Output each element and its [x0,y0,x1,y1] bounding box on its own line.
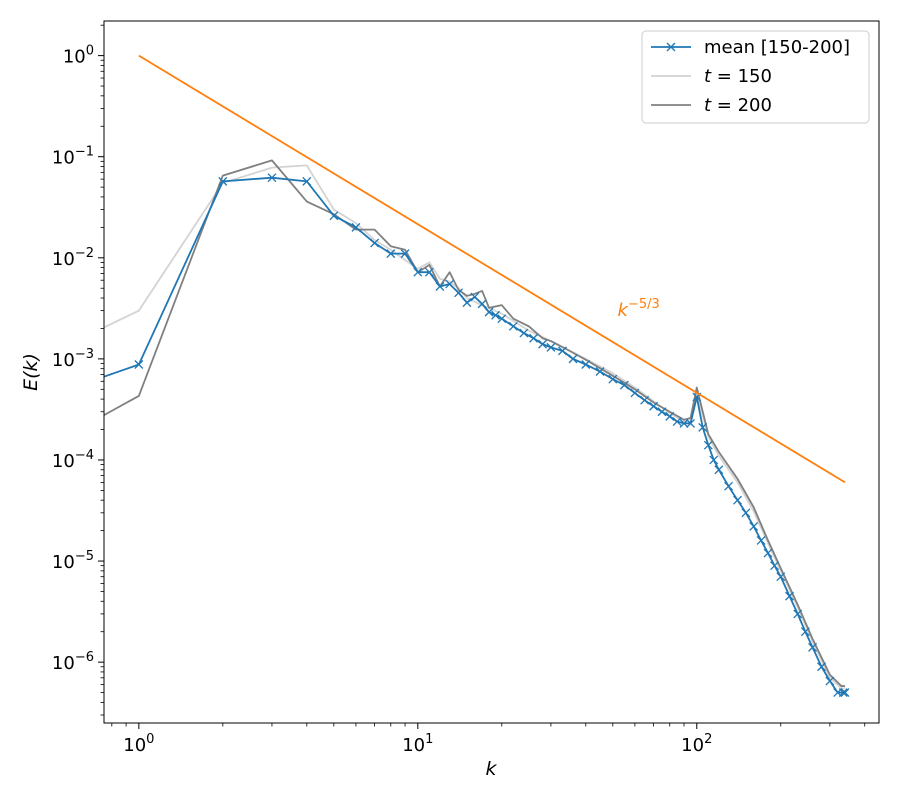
series-layer [51,54,850,698]
data-point-marker [462,298,472,308]
data-point-marker [665,411,675,421]
data-point-marker [608,374,618,384]
data-point-marker [386,249,396,259]
data-point-marker [698,422,708,432]
data-point-marker [484,307,494,317]
legend-marker [666,42,676,52]
data-point-marker [546,342,556,352]
data-point-marker [400,249,410,259]
data-point-marker [497,314,507,324]
y-tick-label: 10−3 [52,347,94,371]
data-point-marker [793,609,803,619]
data-point-marker [800,627,810,637]
data-point-marker [595,367,605,376]
plot-frame [103,20,880,724]
data-point-marker [470,292,480,302]
data-point-marker [351,222,361,232]
data-point-marker [558,346,567,356]
x-tick-label: 101 [402,732,433,756]
data-point-marker [413,267,423,277]
series-line-k-5-3 [138,54,846,484]
legend-label: mean [150-200] [704,37,850,58]
data-point-marker [329,211,339,221]
data-point-marker [817,662,826,672]
data-point-marker [709,455,719,465]
data-point-marker [808,642,817,652]
data-point-marker [477,299,487,309]
data-point-marker [640,395,650,405]
data-point-marker [686,418,696,428]
data-point-marker [770,561,779,571]
data-point-marker [508,321,518,331]
data-point-marker [679,418,689,428]
data-point-marker [302,176,312,186]
data-point-marker [435,282,445,291]
data-point-marker [445,279,455,289]
data-point-marker [454,288,464,298]
y-tick-label: 10−1 [52,145,94,169]
data-point-marker [703,440,713,450]
data-point-marker [538,339,548,349]
data-point-marker [529,333,539,343]
x-tick-label: 100 [123,732,154,756]
data-point-marker [491,310,501,320]
slope-annotation: k−5/3 [618,297,660,321]
data-point-marker [657,407,667,417]
data-point-marker [218,176,228,186]
data-point-marker [756,535,766,545]
y-tick-label: 10−2 [52,246,94,270]
data-point-marker [630,388,640,398]
data-point-marker [714,465,724,475]
data-point-marker [134,360,144,369]
data-point-marker [519,328,529,338]
data-point-marker [763,548,773,558]
data-point-marker [741,508,751,518]
data-point-marker [51,390,59,398]
data-point-marker [581,360,591,369]
data-point-marker [785,591,794,601]
legend-label: t = 150 [704,66,772,87]
y-tick-label: 10−4 [52,448,94,472]
data-point-marker [733,495,743,505]
data-point-marker [724,481,734,491]
series-line-t-200 [104,159,846,687]
data-point-marker [825,676,835,686]
x-axis-label: k [485,758,497,780]
legend: mean [150-200] t = 150 t = 200 [641,30,870,124]
data-point-marker [267,173,277,183]
legend-label: t = 200 [704,95,772,116]
series-line-mean-150-200 [104,176,846,694]
ticks-layer: 100 101 102 100 10−1 10−2 10−3 10−4 10−5 10−6 [52,24,866,756]
data-point-marker [649,401,659,411]
y-tick-label: 10−6 [52,650,94,674]
data-point-marker [672,417,682,426]
y-axis-label: E(k) [20,353,42,391]
y-tick-label: 100 [63,44,94,68]
x-tick-label: 102 [681,732,712,756]
data-point-marker [838,688,848,698]
data-point-marker [370,238,380,248]
y-tick-label: 10−5 [52,549,94,573]
data-point-marker [619,380,629,390]
data-point-marker [840,688,850,698]
data-point-marker [776,572,786,582]
data-point-marker [424,267,434,277]
data-point-marker [749,521,759,531]
legend-box [641,30,870,124]
data-point-marker [568,354,578,364]
